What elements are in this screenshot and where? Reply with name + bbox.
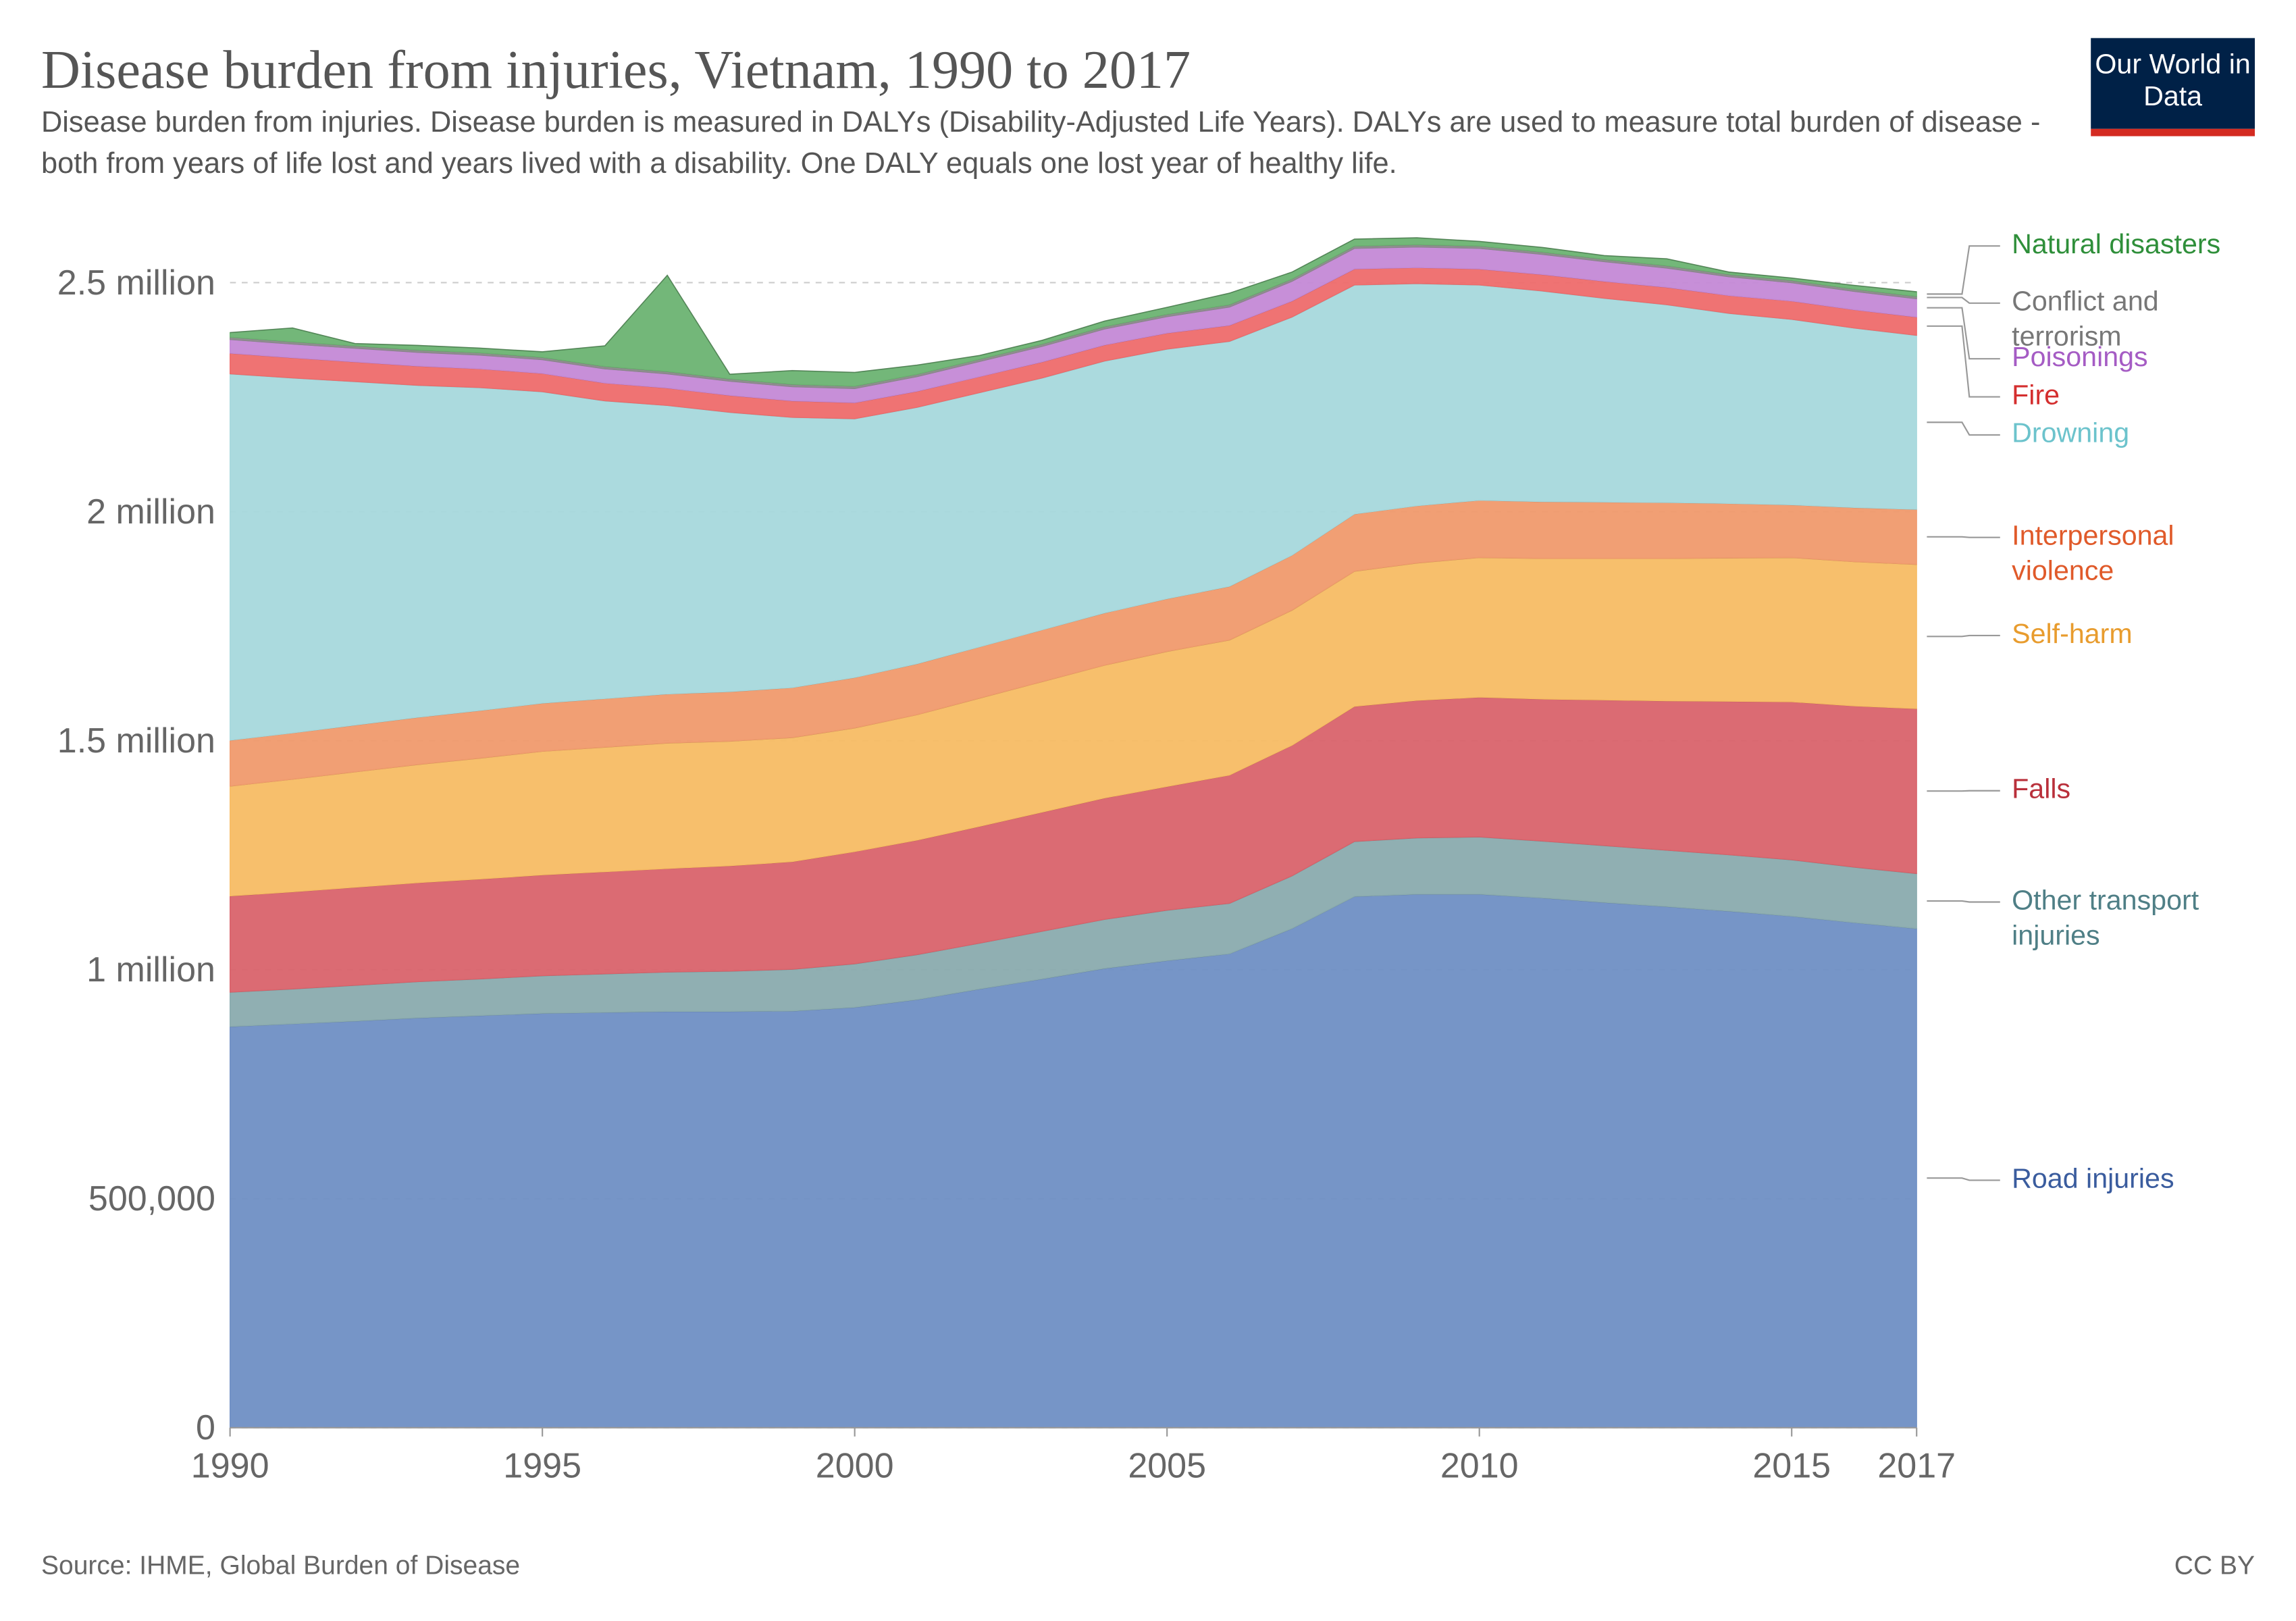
legend-label: Conflict and terrorism <box>2012 286 2159 353</box>
logo-box <box>2091 38 2255 129</box>
legend-connector <box>1927 297 2000 304</box>
x-tick-label: 2015 <box>1752 1447 1831 1486</box>
legend-label: Poisonings <box>2012 342 2148 374</box>
legend-label: Self-harm <box>2012 619 2133 650</box>
x-tick-label: 2017 <box>1877 1447 1956 1486</box>
legend-connector <box>1927 421 2000 436</box>
y-tick-label: 0 <box>196 1408 215 1447</box>
y-tick-label: 1 million <box>86 950 215 989</box>
legend-connector <box>1927 900 2000 903</box>
legend-label-box: Fire <box>2012 380 2060 412</box>
x-tick-label: 1995 <box>503 1447 581 1486</box>
legend-connector <box>1927 325 2000 398</box>
legend-label-box: Interpersonal violence <box>2012 521 2174 588</box>
source: Source: IHME, Global Burden of Disease <box>41 1551 520 1580</box>
y-tick-label: 1.5 million <box>57 721 215 761</box>
legend-label: Natural disasters <box>2012 230 2221 261</box>
x-tick-label: 2000 <box>816 1447 894 1486</box>
chart-subtitle: Disease burden from injuries. Disease bu… <box>41 107 2041 180</box>
legend-label-box: Natural disasters <box>2012 230 2221 261</box>
legend-connector <box>1927 536 2000 538</box>
legend-connector <box>1927 245 2000 295</box>
x-tick-label: 2005 <box>1128 1447 1206 1486</box>
legend-label: Fire <box>2012 380 2060 412</box>
x-tick-label: 1990 <box>191 1447 269 1486</box>
chart-title: Disease burden from injuries, Vietnam, 1… <box>41 41 1191 100</box>
legend-label: Road injuries <box>2012 1164 2174 1195</box>
license: CC BY <box>2174 1551 2255 1580</box>
x-tick-label: 2010 <box>1440 1447 1519 1486</box>
area-edge <box>230 237 1917 375</box>
legend-connector <box>1927 1177 2000 1181</box>
legend-label-box: Conflict and terrorism <box>2012 286 2159 353</box>
legend-connector <box>1927 307 2000 360</box>
legend-label-box: Drowning <box>2012 419 2130 450</box>
legend-label-box: Road injuries <box>2012 1164 2174 1195</box>
legend-label: Interpersonal violence <box>2012 521 2174 588</box>
y-tick-label: 2 million <box>86 492 215 532</box>
area <box>229 237 1917 387</box>
logo-bar <box>2091 128 2255 136</box>
legend-label-box: Other transport injuries <box>2012 885 2199 952</box>
legend-label: Drowning <box>2012 419 2130 450</box>
logo-text-box: Our World in Data <box>2095 49 2251 113</box>
logo-text: Our World in Data <box>2095 49 2251 113</box>
subtitle-box: Disease burden from injuries. Disease bu… <box>41 107 2041 180</box>
legend-label-box: Falls <box>2012 774 2071 806</box>
legend-label-box: Self-harm <box>2012 619 2133 650</box>
legend-label: Other transport injuries <box>2012 885 2199 952</box>
legend-label-box: Poisonings <box>2012 342 2148 374</box>
legend-label: Falls <box>2012 774 2071 806</box>
y-tick-label: 500,000 <box>88 1179 215 1218</box>
y-tick-label: 2.5 million <box>57 263 215 303</box>
